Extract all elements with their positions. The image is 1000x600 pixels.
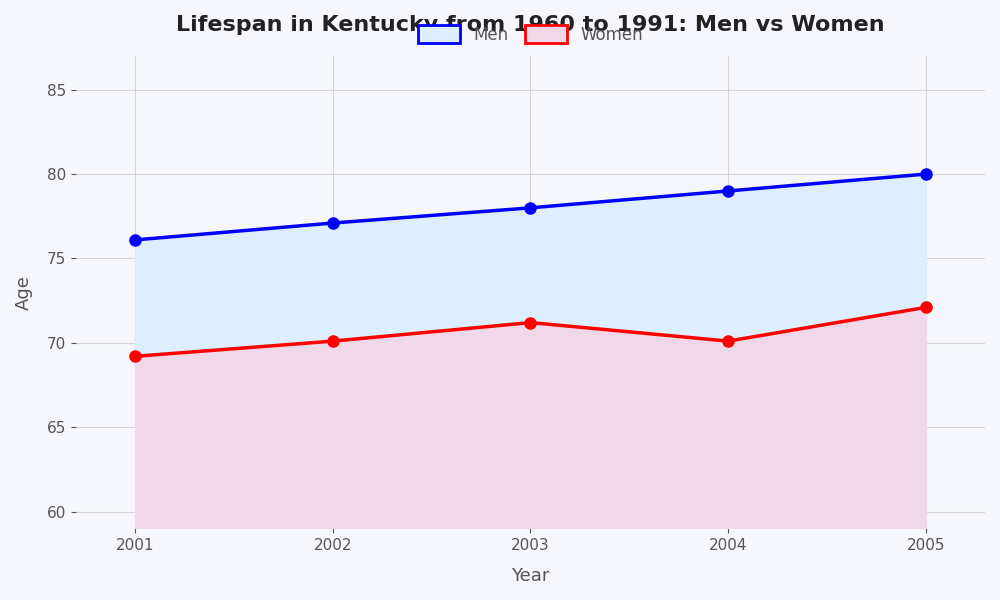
Title: Lifespan in Kentucky from 1960 to 1991: Men vs Women: Lifespan in Kentucky from 1960 to 1991: …	[176, 15, 885, 35]
Women	[327, 338, 339, 345]
Women	[129, 353, 141, 360]
Men	[129, 236, 141, 244]
Legend: Men, Women: Men, Women	[410, 17, 651, 52]
Line: Women: Women	[130, 302, 931, 362]
Men	[524, 204, 536, 211]
Men	[327, 220, 339, 227]
Women	[722, 338, 734, 345]
X-axis label: Year: Year	[511, 567, 550, 585]
Women	[524, 319, 536, 326]
Y-axis label: Age: Age	[15, 275, 33, 310]
Men	[722, 187, 734, 194]
Women	[920, 304, 932, 311]
Men	[920, 170, 932, 178]
Line: Men: Men	[130, 169, 931, 245]
